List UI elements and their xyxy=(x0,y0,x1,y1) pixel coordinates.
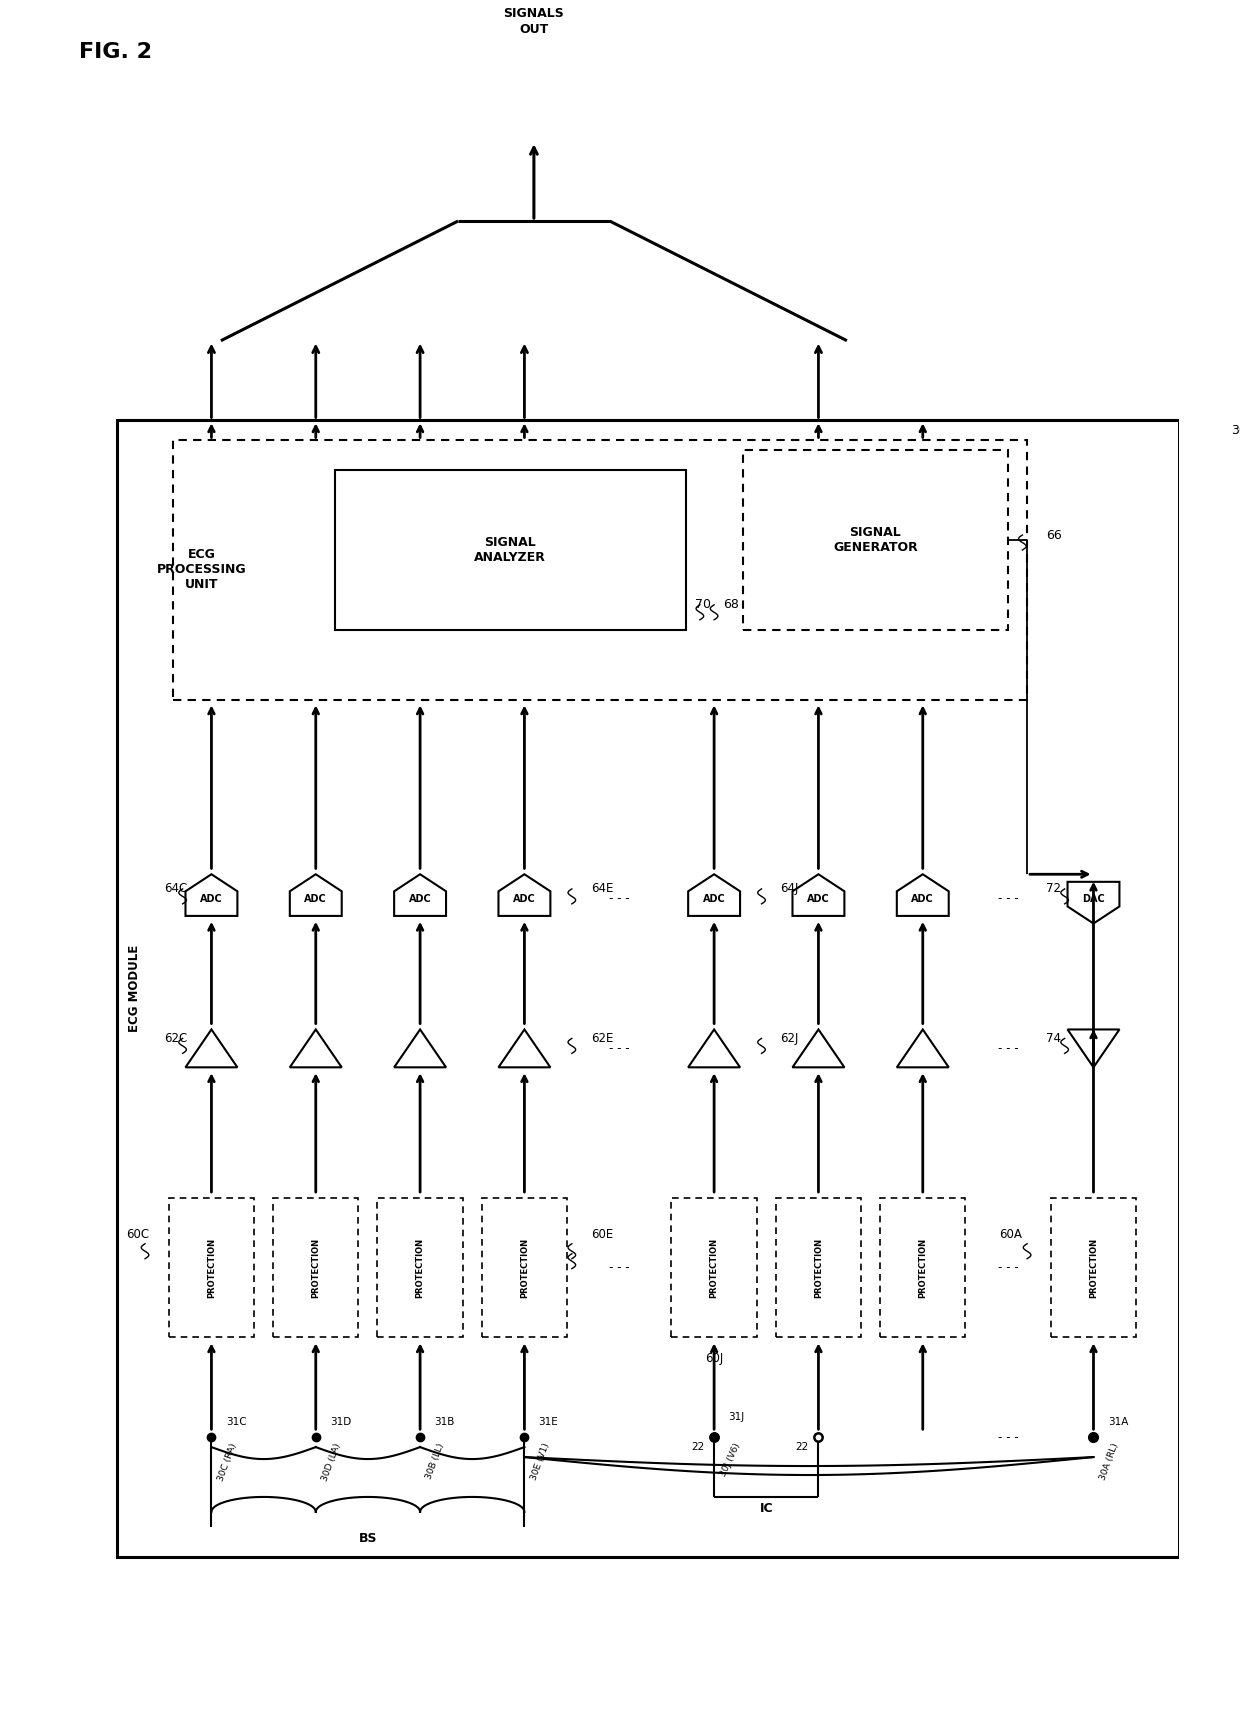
Text: - - -: - - - xyxy=(609,1262,630,1274)
Text: 31B: 31B xyxy=(434,1416,455,1427)
Text: - - -: - - - xyxy=(998,1430,1018,1444)
Text: PROTECTION: PROTECTION xyxy=(311,1238,320,1298)
Bar xyxy=(117,421,1179,1557)
Bar xyxy=(377,1198,463,1337)
Text: 30D (LA): 30D (LA) xyxy=(320,1442,342,1482)
Text: PROTECTION: PROTECTION xyxy=(709,1238,719,1298)
Text: 36: 36 xyxy=(1231,425,1240,437)
Bar xyxy=(776,1198,861,1337)
Text: 31C: 31C xyxy=(226,1416,247,1427)
Text: ADC: ADC xyxy=(703,894,725,904)
Text: 62C: 62C xyxy=(164,1031,187,1045)
Text: 31J: 31J xyxy=(728,1413,744,1422)
Text: ADC: ADC xyxy=(807,894,830,904)
Text: 70: 70 xyxy=(696,598,712,612)
Text: BS: BS xyxy=(358,1532,377,1545)
Text: - - -: - - - xyxy=(609,1042,630,1055)
Bar xyxy=(174,440,1027,700)
Text: 30B (LL): 30B (LL) xyxy=(425,1442,446,1480)
Text: 30J (V6): 30J (V6) xyxy=(719,1442,743,1478)
Text: SIGNAL
ANALYZER: SIGNAL ANALYZER xyxy=(474,536,546,564)
Text: - - -: - - - xyxy=(609,892,630,906)
Text: - - -: - - - xyxy=(998,1262,1018,1274)
Text: PROTECTION: PROTECTION xyxy=(813,1238,823,1298)
Text: PROTECTION: PROTECTION xyxy=(415,1238,424,1298)
Text: - - -: - - - xyxy=(998,892,1018,906)
Text: 60J: 60J xyxy=(704,1353,723,1365)
Text: PROTECTION: PROTECTION xyxy=(1089,1238,1097,1298)
Text: 30A (RL): 30A (RL) xyxy=(1099,1442,1120,1482)
Bar xyxy=(1050,1198,1136,1337)
Bar xyxy=(335,471,686,629)
Text: 62J: 62J xyxy=(780,1031,799,1045)
Bar xyxy=(273,1198,358,1337)
Text: ECG MODULE: ECG MODULE xyxy=(128,945,141,1031)
Text: FIG. 2: FIG. 2 xyxy=(78,41,151,62)
Text: PROTECTION: PROTECTION xyxy=(207,1238,216,1298)
Text: 64J: 64J xyxy=(780,882,799,896)
Text: SIGNALS
OUT: SIGNALS OUT xyxy=(503,7,564,36)
Text: 31A: 31A xyxy=(1107,1416,1128,1427)
Bar xyxy=(169,1198,254,1337)
Text: 74: 74 xyxy=(1045,1031,1060,1045)
Bar xyxy=(743,450,1008,629)
Text: 72: 72 xyxy=(1045,882,1060,896)
Text: 64C: 64C xyxy=(164,882,187,896)
Text: DAC: DAC xyxy=(1083,894,1105,904)
Text: PROTECTION: PROTECTION xyxy=(919,1238,928,1298)
Text: ADC: ADC xyxy=(409,894,432,904)
Text: 22: 22 xyxy=(692,1442,704,1453)
Text: 62E: 62E xyxy=(590,1031,614,1045)
Text: ECG
PROCESSING
UNIT: ECG PROCESSING UNIT xyxy=(157,548,247,591)
Text: 64E: 64E xyxy=(590,882,614,896)
Text: 31E: 31E xyxy=(538,1416,558,1427)
Text: SIGNAL
GENERATOR: SIGNAL GENERATOR xyxy=(833,526,918,554)
Text: 31D: 31D xyxy=(330,1416,351,1427)
Text: 66: 66 xyxy=(1047,528,1061,541)
Text: 68: 68 xyxy=(724,598,739,612)
Text: 60E: 60E xyxy=(590,1229,613,1241)
Text: 60A: 60A xyxy=(998,1229,1022,1241)
Bar xyxy=(671,1198,756,1337)
Bar xyxy=(880,1198,966,1337)
Text: 30C (RA): 30C (RA) xyxy=(216,1442,238,1482)
Text: ADC: ADC xyxy=(200,894,223,904)
Text: IC: IC xyxy=(759,1502,773,1514)
Text: 30E (V1): 30E (V1) xyxy=(529,1442,551,1482)
Text: ADC: ADC xyxy=(304,894,327,904)
Bar xyxy=(482,1198,567,1337)
Text: 60C: 60C xyxy=(126,1229,149,1241)
Text: ADC: ADC xyxy=(911,894,934,904)
Text: - - -: - - - xyxy=(998,1042,1018,1055)
Text: ADC: ADC xyxy=(513,894,536,904)
Text: PROTECTION: PROTECTION xyxy=(520,1238,529,1298)
Text: 22: 22 xyxy=(796,1442,808,1453)
